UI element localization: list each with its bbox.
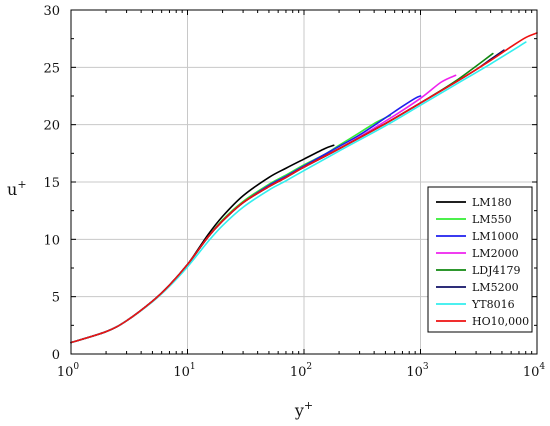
- x-tick-label: 102: [290, 362, 312, 380]
- x-tick-label: 103: [406, 362, 429, 380]
- y-tick-label: 30: [43, 4, 60, 19]
- legend-label: LDJ4179: [472, 264, 521, 277]
- x-tick-label-exp: 4: [539, 362, 545, 372]
- y-tick-label: 20: [43, 119, 60, 134]
- legend-label: HO10,000: [472, 315, 529, 328]
- series-group: [70, 32, 538, 344]
- y-axis-title-base: u: [7, 180, 17, 199]
- grid: [71, 10, 537, 354]
- x-tick-label-exp: 2: [306, 362, 312, 372]
- x-tick-label: 101: [173, 362, 195, 380]
- x-tick-label-base: 10: [290, 365, 307, 380]
- legend-label: LM2000: [472, 247, 519, 260]
- x-axis-title: y+: [294, 399, 313, 420]
- legend-label: LM1000: [472, 230, 519, 243]
- x-tick-label-base: 10: [57, 365, 74, 380]
- y-tick-label: 0: [52, 348, 60, 363]
- x-axis-title-base: y: [294, 401, 304, 420]
- x-tick-label-base: 10: [406, 365, 423, 380]
- y-tick-label: 25: [43, 61, 60, 76]
- x-tick-label-exp: 1: [190, 362, 196, 372]
- legend: LM180 LM550 LM1000 LM2000 LDJ4179 LM5200 YT801…: [427, 186, 533, 333]
- legend-label: LM5200: [472, 281, 519, 294]
- legend-label: LM180: [472, 196, 512, 209]
- x-tick-label: 100: [57, 362, 80, 380]
- y-tick-labels: 0 5 10 15 20 25 30: [43, 4, 60, 363]
- x-axis-title-sup: +: [304, 399, 313, 412]
- y-tick-label: 15: [43, 176, 60, 191]
- series-line-ho10-000: [70, 32, 538, 344]
- ticks: [70, 9, 538, 355]
- x-tick-label-base: 10: [173, 365, 190, 380]
- x-tick-label-exp: 0: [73, 362, 79, 372]
- y-tick-label: 10: [43, 233, 60, 248]
- x-tick-label-base: 10: [523, 365, 540, 380]
- y-tick-label: 5: [52, 291, 60, 306]
- x-tick-labels: 100 101 102 103 104: [57, 362, 546, 380]
- x-tick-label: 104: [523, 362, 546, 380]
- y-axis-title: u+: [7, 178, 27, 199]
- legend-label: YT8016: [471, 298, 515, 311]
- legend-label: LM550: [472, 213, 512, 226]
- x-tick-label-exp: 3: [423, 362, 429, 372]
- legend-box: [427, 186, 533, 333]
- y-axis-title-sup: +: [17, 178, 26, 191]
